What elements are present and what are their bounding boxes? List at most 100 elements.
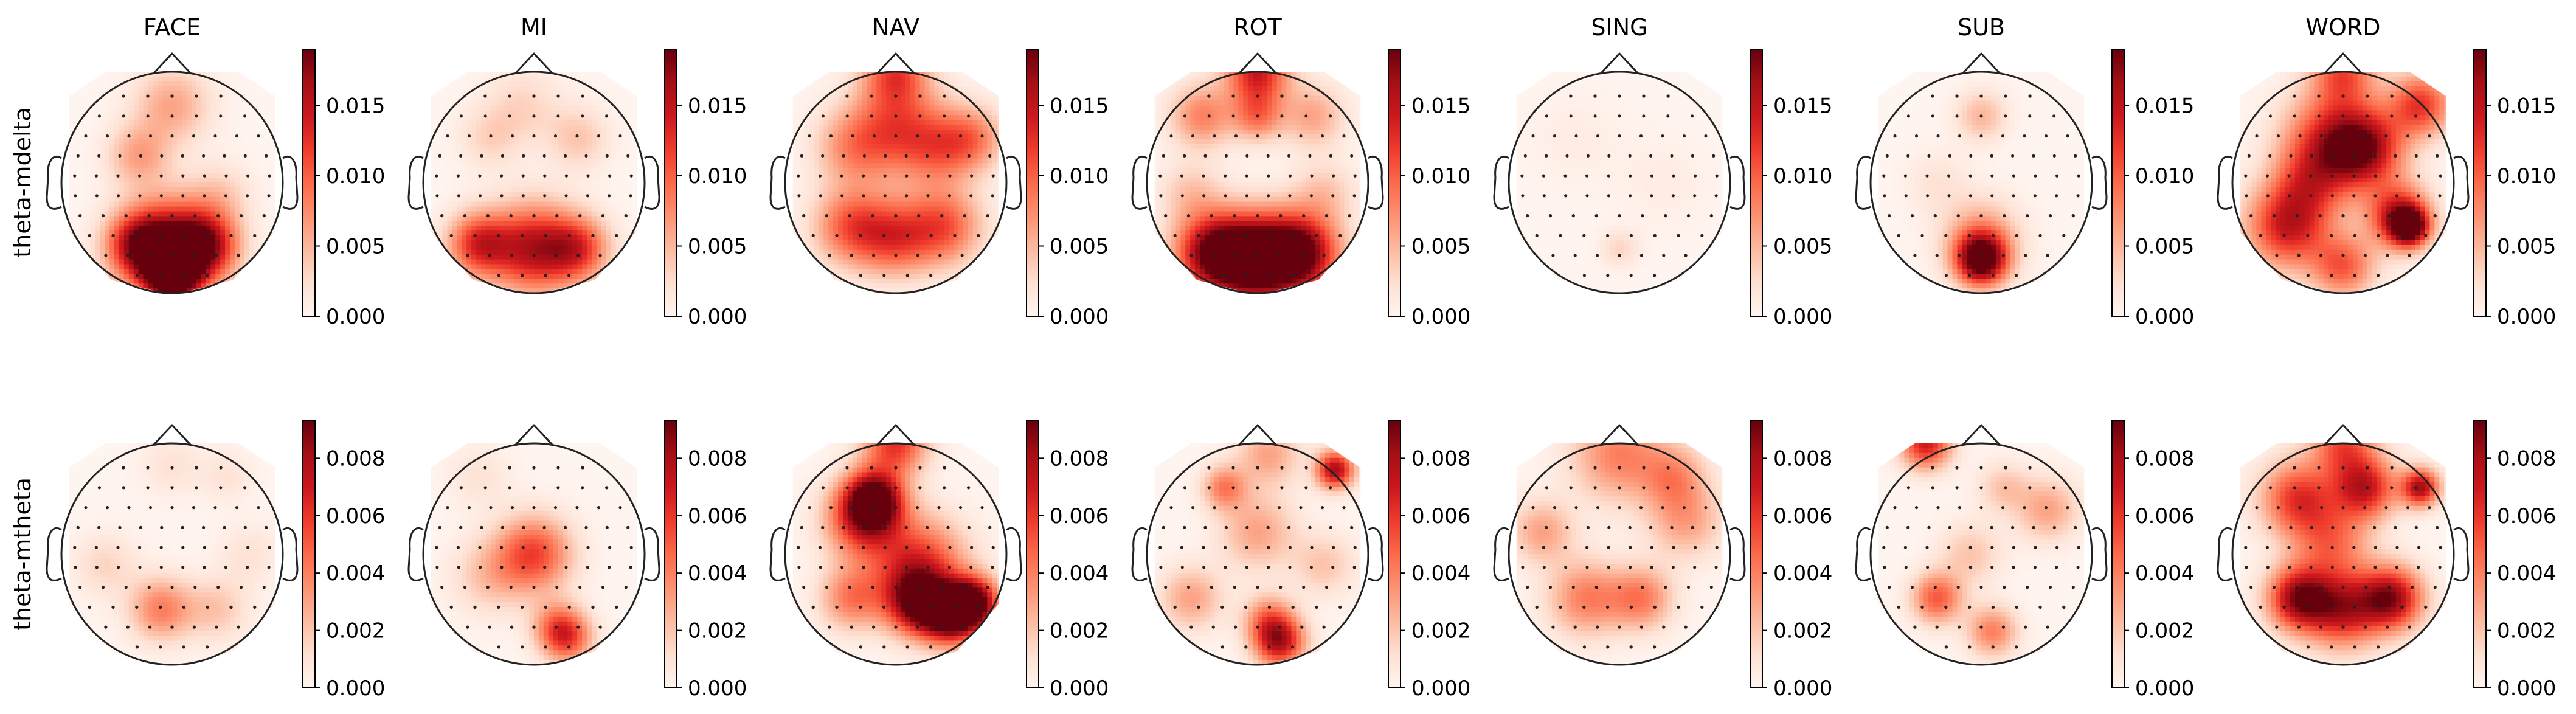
heatmap-cell [924, 91, 930, 97]
heatmap-cell [167, 110, 173, 116]
sensor-dot [624, 214, 628, 218]
heatmap-cell [114, 76, 120, 82]
heatmap-cell [462, 196, 467, 203]
heatmap-cell [548, 163, 554, 168]
heatmap-cell [510, 125, 515, 130]
heatmap-cell [466, 86, 472, 92]
heatmap-cell [109, 201, 115, 207]
heatmap-cell [138, 95, 144, 102]
sensor-dot [138, 174, 142, 178]
heatmap-cell [485, 221, 491, 226]
heatmap-cell [95, 178, 100, 183]
heatmap-cell [162, 192, 168, 198]
sensor-dot [159, 274, 162, 277]
heatmap-cell [457, 129, 462, 135]
heatmap-cell [466, 221, 472, 226]
heatmap-cell [206, 120, 211, 125]
heatmap-cell [437, 201, 443, 207]
heatmap-cell [591, 249, 597, 255]
heatmap-cell [949, 76, 954, 82]
heatmap-cell [553, 173, 559, 178]
heatmap-cell [85, 235, 91, 241]
heatmap-cell [254, 72, 260, 77]
heatmap-cell [210, 274, 216, 279]
sensor-dot [544, 234, 548, 237]
heatmap-cell [244, 187, 250, 193]
heatmap-cell [567, 187, 573, 193]
heatmap-cell [133, 76, 139, 82]
heatmap-cell [524, 211, 530, 217]
heatmap-cell [80, 105, 86, 111]
heatmap-cell [437, 264, 443, 270]
heatmap-cell [953, 72, 959, 77]
heatmap-cell [128, 269, 134, 274]
heatmap-cell [611, 196, 617, 203]
heatmap-cell [490, 120, 496, 125]
heatmap-cell [215, 120, 221, 125]
heatmap-cell [153, 95, 158, 102]
heatmap-cell [162, 100, 168, 106]
sensor-dot [235, 134, 239, 138]
heatmap-cell [640, 235, 645, 241]
heatmap-cell [153, 283, 158, 289]
heatmap-cell [220, 211, 226, 217]
heatmap-cell [210, 288, 216, 294]
heatmap-cell [201, 120, 206, 125]
heatmap-cell [431, 115, 434, 120]
heatmap-cell [606, 240, 612, 246]
heatmap-cell [558, 129, 564, 135]
heatmap-cell [538, 153, 544, 159]
heatmap-cell [471, 110, 477, 116]
heatmap-cell [611, 288, 617, 294]
heatmap-cell [881, 120, 887, 125]
heatmap-cell [881, 125, 887, 130]
heatmap-cell [457, 206, 462, 212]
heatmap-cell [452, 211, 457, 217]
heatmap-cell [442, 274, 448, 279]
heatmap-cell [181, 259, 187, 265]
heatmap-cell [630, 134, 635, 140]
heatmap-cell [191, 221, 197, 226]
heatmap-cell [495, 148, 501, 154]
heatmap-cell [167, 168, 173, 173]
heatmap-cell [543, 91, 549, 97]
heatmap-cell [215, 230, 221, 236]
heatmap-cell [210, 259, 216, 265]
heatmap-cell [480, 110, 486, 116]
heatmap-cell [587, 259, 592, 265]
heatmap-cell [128, 81, 134, 87]
heatmap-cell [210, 91, 216, 97]
heatmap-cell [123, 158, 130, 164]
heatmap-cell [462, 120, 467, 125]
sensor-dot [159, 194, 163, 198]
heatmap-cell [852, 72, 858, 77]
heatmap-cell [206, 81, 211, 87]
heatmap-cell [577, 235, 583, 241]
heatmap-cell [215, 91, 221, 97]
heatmap-cell [61, 274, 67, 279]
heatmap-cell [495, 244, 501, 251]
heatmap-cell [529, 153, 535, 159]
heatmap-cell [476, 163, 482, 168]
heatmap-cell [862, 76, 868, 82]
heatmap-cell [258, 120, 264, 125]
heatmap-cell [900, 110, 906, 116]
heatmap-cell [587, 288, 592, 294]
heatmap-cell [591, 91, 597, 97]
heatmap-cell [596, 221, 602, 226]
sensor-dot [440, 214, 444, 218]
heatmap-cell [172, 201, 178, 207]
heatmap-cell [148, 173, 153, 178]
heatmap-cell [563, 226, 568, 231]
heatmap-cell [625, 283, 631, 289]
heatmap-cell [119, 240, 125, 246]
heatmap-cell [75, 264, 81, 270]
heatmap-cell [620, 269, 626, 274]
heatmap-cell [114, 221, 120, 226]
heatmap-cell [601, 240, 607, 246]
sensor-group [435, 94, 633, 277]
heatmap-cell [476, 226, 482, 231]
heatmap-cell [640, 250, 645, 255]
heatmap-cell [191, 105, 197, 111]
heatmap-cell [611, 91, 617, 97]
